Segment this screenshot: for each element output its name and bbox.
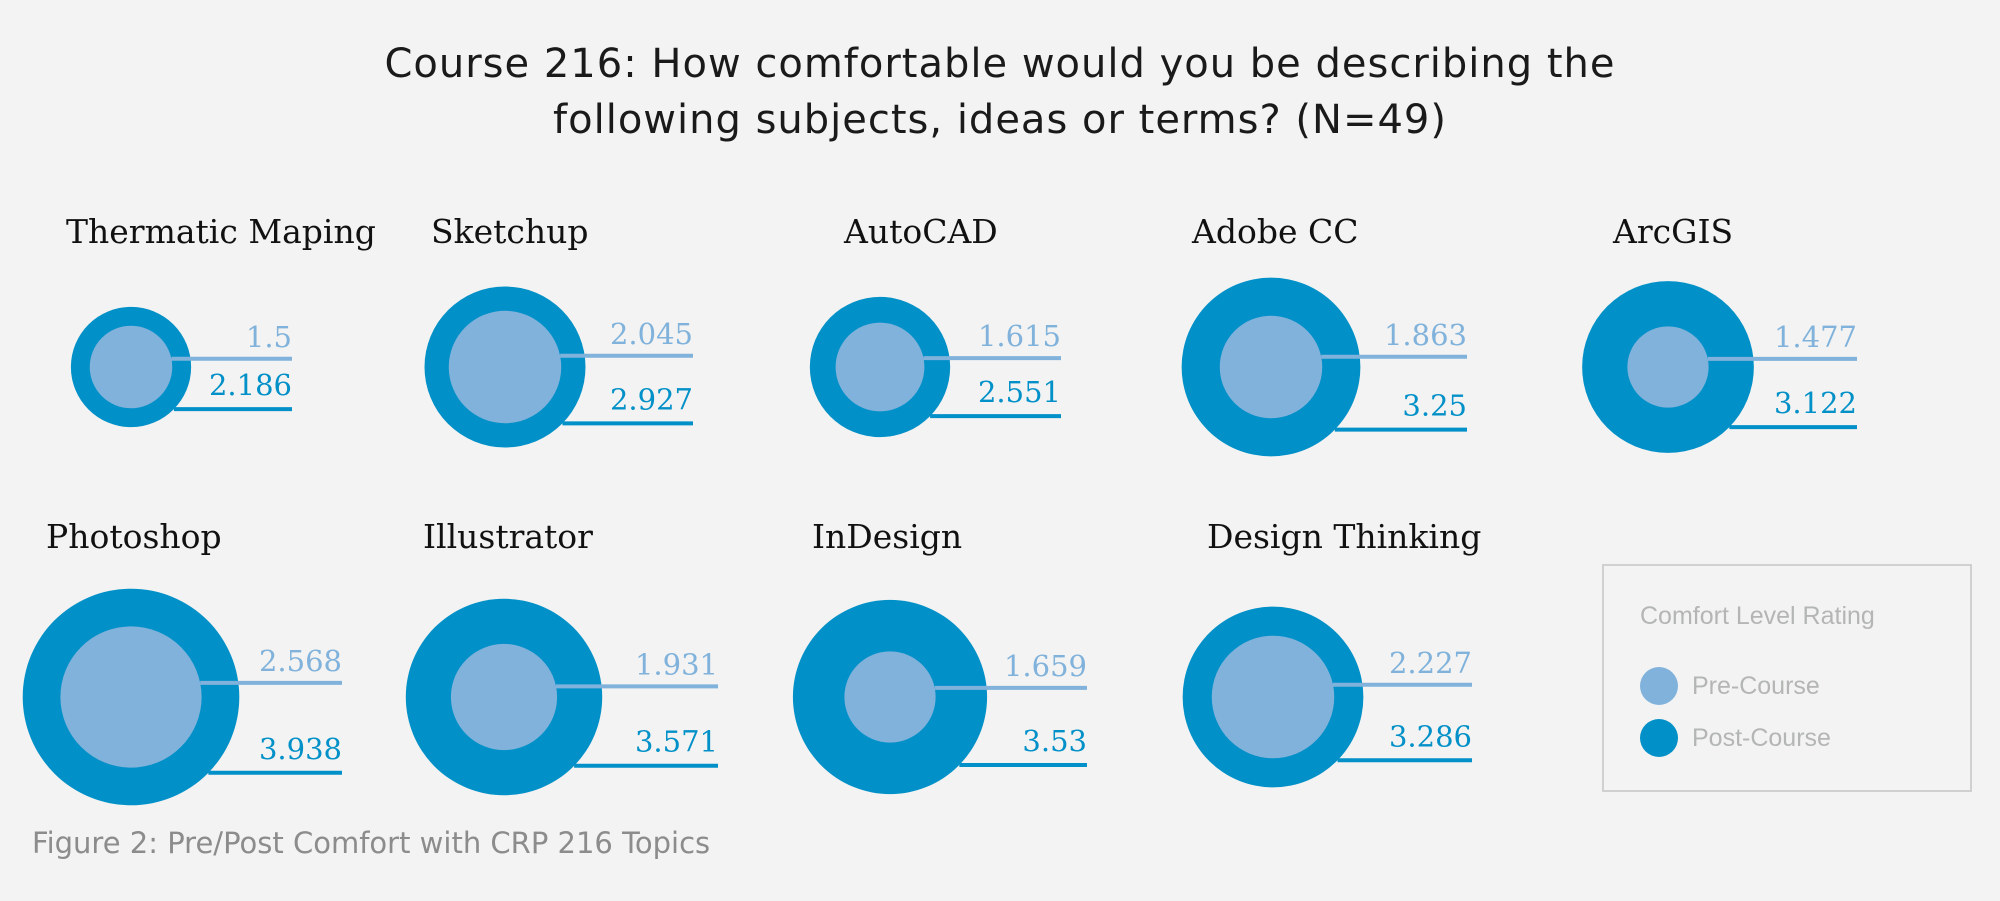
chart-title-line-1: Course 216: How comfortable would you be… — [384, 41, 1616, 87]
pre-value-illustrator: 1.931 — [635, 647, 718, 681]
legend-title: Comfort Level Rating — [1640, 602, 1875, 630]
topic-label-adobe-cc: Adobe CC — [1191, 212, 1358, 251]
topic-label-arcgis: ArcGIS — [1612, 212, 1733, 251]
chart-title-line-2: following subjects, ideas or terms? (N=4… — [553, 97, 1447, 143]
post-value-arcgis: 3.122 — [1774, 386, 1857, 420]
post-value-autocad: 2.551 — [978, 375, 1061, 409]
pre-value-adobe-cc: 1.863 — [1384, 318, 1467, 352]
pre-circle-autocad — [835, 322, 925, 412]
pre-circle-indesign — [844, 651, 936, 743]
pre-circle-design-thinking — [1211, 635, 1335, 759]
legend-item-post: Post-Course — [1640, 718, 1831, 758]
post-value-adobe-cc: 3.25 — [1402, 389, 1467, 423]
chart-title: Course 216: How comfortable would you be… — [0, 36, 2000, 148]
topic-label-sketchup: Sketchup — [431, 212, 589, 251]
pre-circle-thermatic-maping — [89, 325, 173, 409]
pre-value-photoshop: 2.568 — [259, 644, 342, 678]
post-value-photoshop: 3.938 — [259, 732, 342, 766]
legend-swatch-pre — [1640, 667, 1678, 705]
legend-swatch-post — [1640, 719, 1678, 757]
pre-value-arcgis: 1.477 — [1774, 320, 1857, 354]
topic-label-illustrator: Illustrator — [423, 517, 593, 556]
pre-circle-arcgis — [1627, 326, 1709, 408]
topic-label-design-thinking: Design Thinking — [1207, 517, 1481, 556]
legend: Comfort Level Rating Pre-Course Post-Cou… — [1602, 564, 1972, 792]
pre-value-thermatic-maping: 1.5 — [246, 320, 292, 354]
legend-item-pre: Pre-Course — [1640, 666, 1820, 706]
pre-value-indesign: 1.659 — [1004, 649, 1087, 683]
post-value-thermatic-maping: 2.186 — [209, 368, 292, 402]
pre-circle-illustrator — [450, 643, 558, 751]
topic-label-autocad: AutoCAD — [843, 212, 998, 251]
pre-value-design-thinking: 2.227 — [1389, 646, 1472, 680]
figure-caption: Figure 2: Pre/Post Comfort with CRP 216 … — [32, 826, 711, 860]
pre-circle-sketchup — [448, 310, 562, 424]
post-value-indesign: 3.53 — [1022, 724, 1087, 758]
post-value-illustrator: 3.571 — [635, 725, 718, 759]
pre-circle-adobe-cc — [1219, 315, 1323, 419]
pre-circle-photoshop — [60, 626, 202, 768]
topic-label-indesign: InDesign — [812, 517, 962, 556]
pre-value-autocad: 1.615 — [978, 319, 1061, 353]
topic-label-thermatic-maping: Thermatic Maping — [66, 212, 376, 251]
topic-label-photoshop: Photoshop — [46, 517, 222, 556]
pre-value-sketchup: 2.045 — [610, 317, 693, 351]
legend-label-post: Post-Course — [1692, 723, 1831, 752]
legend-label-pre: Pre-Course — [1692, 671, 1820, 700]
post-value-sketchup: 2.927 — [610, 382, 693, 416]
post-value-design-thinking: 3.286 — [1389, 719, 1472, 753]
